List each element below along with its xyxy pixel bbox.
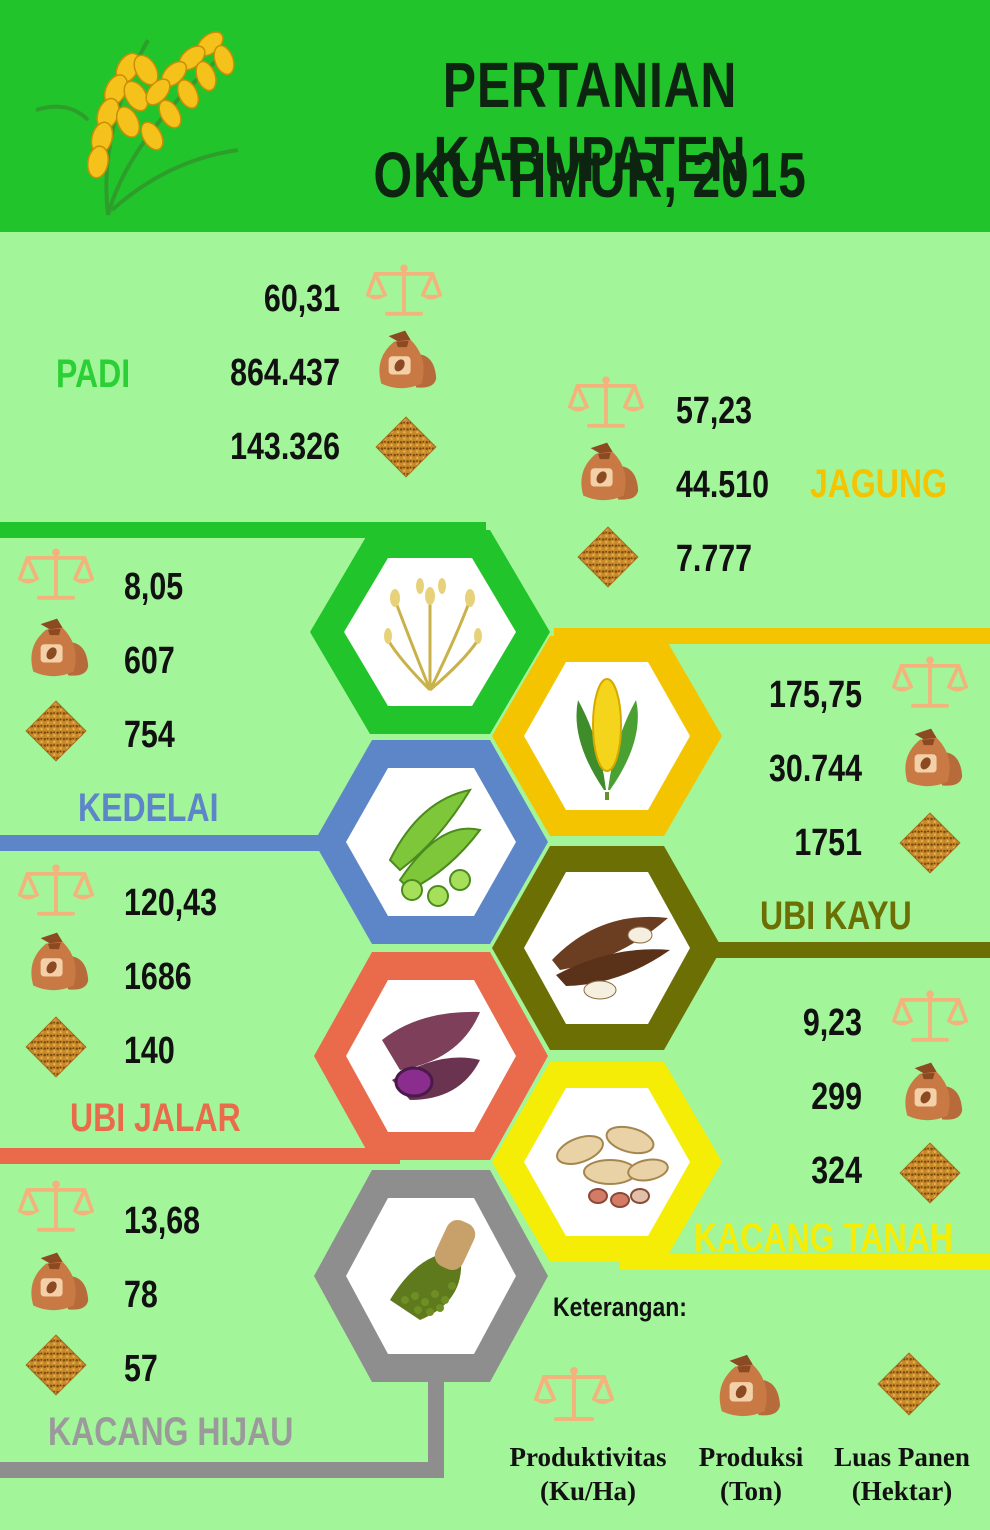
kacang-tanah-area: 324 bbox=[811, 1150, 862, 1192]
soybean-icon bbox=[388, 788, 482, 907]
field-icon bbox=[24, 694, 88, 768]
field-icon bbox=[876, 1346, 942, 1422]
scale-icon bbox=[18, 546, 94, 604]
scale-icon bbox=[892, 654, 968, 712]
jagung-production: 44.510 bbox=[676, 464, 769, 506]
page-title-line2: OKU TIMUR, 2015 bbox=[373, 139, 807, 211]
jagung-productivity: 57,23 bbox=[676, 390, 753, 432]
field-icon bbox=[898, 806, 962, 880]
jagung-area: 7.777 bbox=[676, 538, 753, 580]
ubi-kayu-label: UBI KAYU bbox=[760, 894, 912, 938]
kacang-hijau-production: 78 bbox=[124, 1274, 158, 1316]
kedelai-area: 754 bbox=[124, 714, 175, 756]
page-title-line1: PERTANIAN KABUPATEN bbox=[433, 49, 747, 195]
sack-icon bbox=[26, 926, 90, 996]
rice-stalk-icon bbox=[35, 31, 239, 216]
field-icon bbox=[576, 520, 640, 594]
ubi-jalar-production: 1686 bbox=[124, 956, 192, 998]
field-icon bbox=[374, 410, 438, 484]
ubi-kayu-area: 1751 bbox=[794, 822, 862, 864]
ubi-jalar-productivity: 120,43 bbox=[124, 882, 217, 924]
field-icon bbox=[898, 1136, 962, 1210]
kacang-hijau-area: 57 bbox=[124, 1348, 158, 1390]
legend-area-name: Luas Panen bbox=[834, 1442, 970, 1472]
peanut-icon bbox=[556, 1125, 669, 1208]
sack-icon bbox=[26, 612, 90, 682]
mung-bean-icon bbox=[390, 1219, 476, 1320]
padi-productivity: 60,31 bbox=[263, 278, 340, 320]
sack-icon bbox=[374, 324, 438, 394]
ubi-jalar-label: UBI JALAR bbox=[70, 1096, 241, 1140]
padi-area: 143.326 bbox=[230, 426, 340, 468]
kacang-hijau-label: KACANG HIJAU bbox=[48, 1410, 294, 1454]
field-icon bbox=[24, 1010, 88, 1084]
scale-icon bbox=[568, 374, 644, 432]
sack-icon bbox=[714, 1348, 782, 1422]
sweet-potato-icon bbox=[382, 1011, 480, 1100]
legend-area: Luas Panen (Hektar) bbox=[822, 1440, 982, 1508]
legend-title: Keterangan: bbox=[553, 1292, 687, 1322]
scale-icon bbox=[366, 262, 442, 320]
ubi-kayu-productivity: 175,75 bbox=[769, 674, 862, 716]
sack-icon bbox=[900, 722, 964, 792]
corn-icon bbox=[576, 678, 638, 800]
sack-icon bbox=[26, 1246, 90, 1316]
kacang-tanah-productivity: 9,23 bbox=[802, 1002, 862, 1044]
legend-production-name: Produksi bbox=[698, 1442, 804, 1472]
padi-label: PADI bbox=[56, 352, 131, 396]
legend-productivity: Produktivitas (Ku/Ha) bbox=[500, 1440, 676, 1508]
kacang-hijau-productivity: 13,68 bbox=[124, 1200, 201, 1242]
scale-icon bbox=[534, 1364, 614, 1426]
legend-productivity-name: Produktivitas bbox=[509, 1442, 667, 1472]
cassava-icon bbox=[552, 916, 670, 1000]
kacang-tanah-production: 299 bbox=[811, 1076, 862, 1118]
sack-icon bbox=[900, 1056, 964, 1126]
kedelai-productivity: 8,05 bbox=[124, 566, 184, 608]
scale-icon bbox=[892, 988, 968, 1046]
legend-production-unit: (Ton) bbox=[719, 1476, 783, 1506]
field-icon bbox=[24, 1328, 88, 1402]
kedelai-production: 607 bbox=[124, 640, 175, 682]
legend-production: Produksi (Ton) bbox=[690, 1440, 812, 1508]
sack-icon bbox=[576, 436, 640, 506]
kacang-tanah-label: KACANG TANAH bbox=[694, 1216, 953, 1260]
legend-area-unit: (Hektar) bbox=[851, 1476, 953, 1506]
legend-productivity-unit: (Ku/Ha) bbox=[539, 1476, 636, 1506]
ubi-jalar-area: 140 bbox=[124, 1030, 175, 1072]
ubi-kayu-production: 30.744 bbox=[769, 748, 862, 790]
padi-production: 864.437 bbox=[230, 352, 340, 394]
rice-plant-icon bbox=[386, 599, 480, 692]
kedelai-label: KEDELAI bbox=[78, 786, 219, 830]
scale-icon bbox=[18, 862, 94, 920]
scale-icon bbox=[18, 1178, 94, 1236]
jagung-label: JAGUNG bbox=[810, 462, 947, 506]
kacang-hijau-connector bbox=[0, 1380, 444, 1478]
